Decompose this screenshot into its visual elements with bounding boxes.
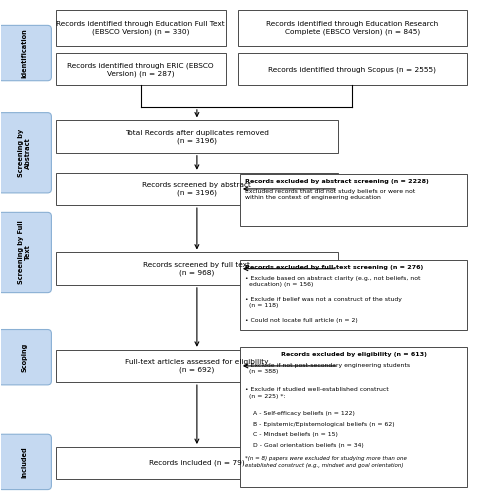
FancyBboxPatch shape xyxy=(0,212,51,292)
Text: A - Self-efficacy beliefs (n = 122): A - Self-efficacy beliefs (n = 122) xyxy=(244,412,354,416)
Text: Records screened by full text
(n = 968): Records screened by full text (n = 968) xyxy=(143,262,250,276)
Text: Included: Included xyxy=(22,446,28,478)
Text: Records excluded by eligibility (n = 613): Records excluded by eligibility (n = 613… xyxy=(280,352,426,357)
Text: Screening by Full
Text: Screening by Full Text xyxy=(18,220,31,284)
FancyBboxPatch shape xyxy=(237,53,466,86)
Text: Records identified through Education Full Text
(EBSCO Version) (n = 330): Records identified through Education Ful… xyxy=(56,20,225,34)
Text: • Exclude based on abstract clarity (e.g., not beliefs, not
  education) (n = 15: • Exclude based on abstract clarity (e.g… xyxy=(244,276,420,287)
Text: C - Mindset beliefs (n = 15): C - Mindset beliefs (n = 15) xyxy=(244,432,337,438)
FancyBboxPatch shape xyxy=(56,350,337,382)
FancyBboxPatch shape xyxy=(0,434,51,490)
FancyBboxPatch shape xyxy=(56,120,337,153)
Text: • Could not locate full article (n = 2): • Could not locate full article (n = 2) xyxy=(244,318,357,323)
FancyBboxPatch shape xyxy=(240,174,466,226)
FancyBboxPatch shape xyxy=(240,260,466,330)
FancyBboxPatch shape xyxy=(0,26,51,80)
FancyBboxPatch shape xyxy=(56,53,225,86)
Text: Screening by
Abstract: Screening by Abstract xyxy=(18,128,31,177)
Text: • Exclude if belief was not a construct of the study
  (n = 118): • Exclude if belief was not a construct … xyxy=(244,297,401,308)
Text: Records screened by abstract
(n = 3196): Records screened by abstract (n = 3196) xyxy=(142,182,251,196)
Text: *(n = 8) papers were excluded for studying more than one
established construct (: *(n = 8) papers were excluded for studyi… xyxy=(244,456,406,468)
FancyBboxPatch shape xyxy=(0,112,51,193)
FancyBboxPatch shape xyxy=(0,330,51,385)
Text: Total Records after duplicates removed
(n = 3196): Total Records after duplicates removed (… xyxy=(125,130,268,143)
Text: Excluded records that did not study beliefs or were not
within the context of en: Excluded records that did not study beli… xyxy=(244,188,414,200)
Text: Records excluded by full-text screening (n = 276): Records excluded by full-text screening … xyxy=(244,265,422,270)
Text: Full-text articles assessed for eligibility
(n = 692): Full-text articles assessed for eligibil… xyxy=(125,359,268,373)
Text: Records included (n = 79): Records included (n = 79) xyxy=(149,460,244,466)
Text: • Exclude if not post-secondary engineering students
  (n = 388): • Exclude if not post-secondary engineer… xyxy=(244,363,409,374)
Text: Records identified through ERIC (EBSCO
Version) (n = 287): Records identified through ERIC (EBSCO V… xyxy=(67,62,214,76)
Text: Records identified through Scopus (n = 2555): Records identified through Scopus (n = 2… xyxy=(268,66,435,72)
Text: Identification: Identification xyxy=(22,28,28,78)
FancyBboxPatch shape xyxy=(240,347,466,487)
Text: Scoping: Scoping xyxy=(22,342,28,372)
Text: Records identified through Education Research
Complete (EBSCO Version) (n = 845): Records identified through Education Res… xyxy=(266,20,438,34)
FancyBboxPatch shape xyxy=(237,10,466,46)
Text: D - Goal orientation beliefs (n = 34): D - Goal orientation beliefs (n = 34) xyxy=(244,442,363,448)
FancyBboxPatch shape xyxy=(56,447,337,480)
FancyBboxPatch shape xyxy=(56,172,337,205)
Text: Records excluded by abstract screening (n = 2228): Records excluded by abstract screening (… xyxy=(244,178,428,184)
Text: B - Epistemic/Epistemological beliefs (n = 62): B - Epistemic/Epistemological beliefs (n… xyxy=(244,422,394,427)
FancyBboxPatch shape xyxy=(56,10,225,46)
FancyBboxPatch shape xyxy=(56,252,337,285)
Text: • Exclude if studied well-established construct
  (n = 225) *:: • Exclude if studied well-established co… xyxy=(244,388,388,398)
